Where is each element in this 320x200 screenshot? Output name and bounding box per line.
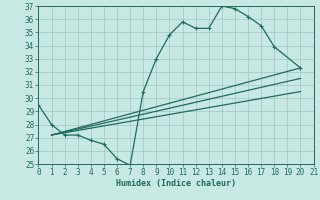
- X-axis label: Humidex (Indice chaleur): Humidex (Indice chaleur): [116, 179, 236, 188]
